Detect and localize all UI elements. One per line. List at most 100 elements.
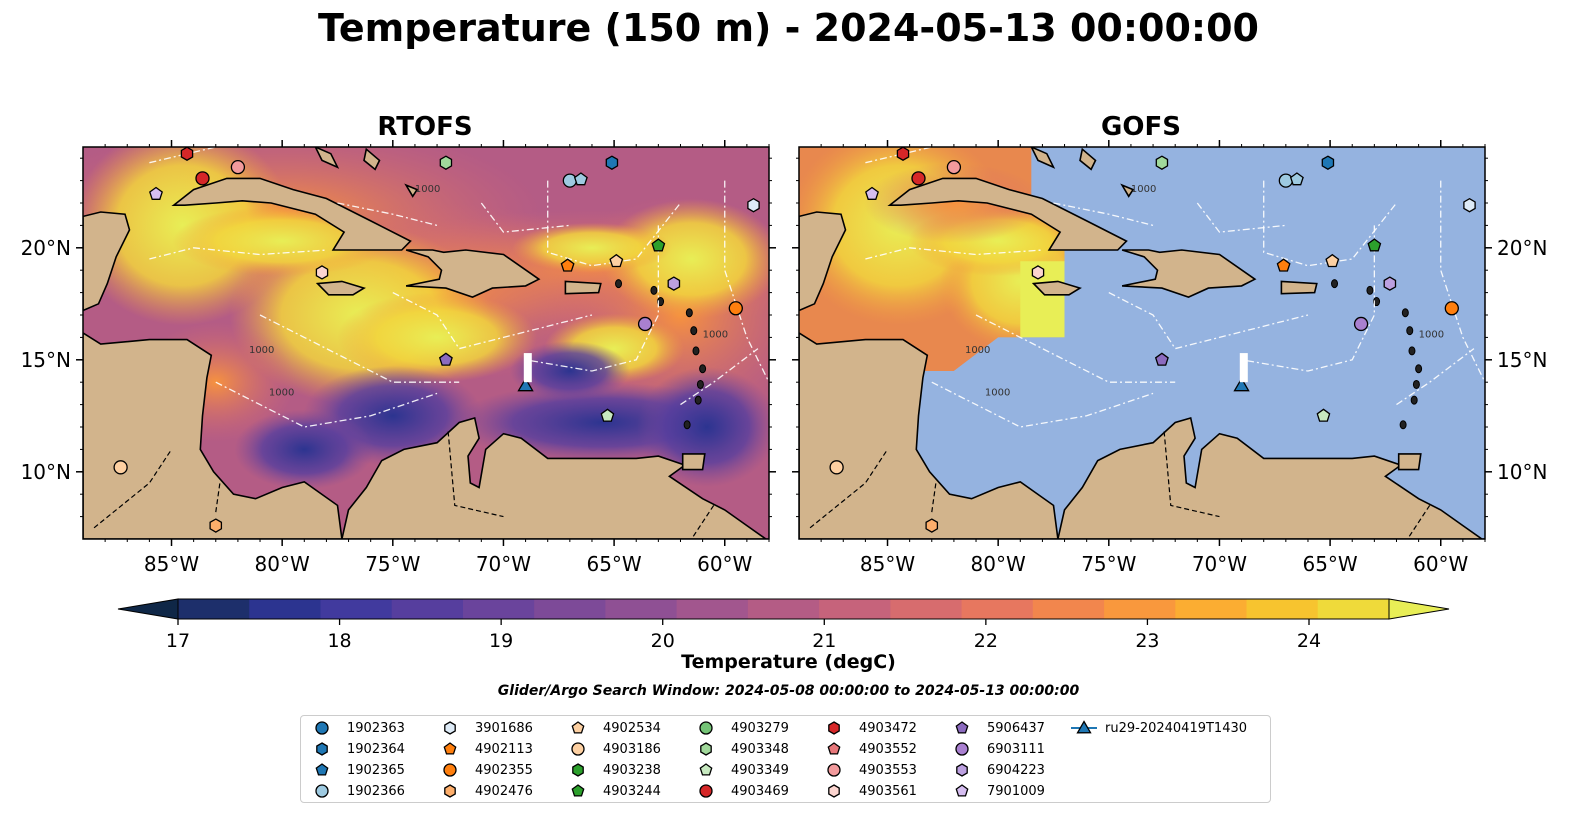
station-marker [562,173,577,188]
float-marker-icon [443,763,457,777]
legend-label: 1902364 [347,741,405,757]
station-marker [637,316,653,332]
station-marker [438,352,453,366]
figure-title: Temperature (150 m) - 2024-05-13 00:00:0… [317,6,1259,50]
legend-item: 1902366 [313,781,405,801]
float-marker-icon [699,763,713,776]
station-marker [1325,253,1340,268]
station-marker [195,171,210,186]
legend-label: 4903279 [731,720,789,736]
legend: 1902363 1902364 1902365 1902366 3901686 49021… [300,715,1271,803]
legend-item: 1902363 [313,718,405,738]
contour-label: 1000 [1131,184,1156,195]
legend-item: 4903279 [697,718,789,738]
station-marker [1154,352,1169,366]
legend-label: 4903348 [731,741,789,757]
legend-label: 1902363 [347,720,405,736]
colorbar-tick-label: 17 [166,630,190,652]
map-panels: 1000 1000 1000 1000 1000 1000 1000 1000 85°W 80… [21,140,1547,576]
lon-tick-label: 70°W [1192,552,1247,576]
lon-tick-label: 80°W [971,552,1026,576]
legend-label: 4903186 [603,741,661,757]
colorbar-tick-label: 23 [1135,630,1159,652]
float-marker-icon [828,721,840,735]
float-marker-icon [444,784,456,798]
station-marker [180,147,194,161]
station-marker [747,197,760,213]
gofs-axes: 85°W 80°W 75°W 70°W 65°W 60°W 20°N 15°N 10°N [792,140,1547,576]
panel-title-gofs: GOFS [1101,112,1181,142]
lon-tick-label: 65°W [586,552,641,576]
lon-tick-label: 80°W [255,552,310,576]
station-marker [1233,377,1250,392]
lat-tick-label: 15°N [1497,348,1547,372]
station-marker [1316,408,1331,422]
station-marker [209,518,223,533]
lat-tick-label: 10°N [1497,460,1547,484]
station-marker [1444,301,1459,316]
legend-item: 1902364 [313,739,405,759]
float-marker-icon [315,784,329,798]
legend-label: 4902113 [475,741,533,757]
station-marker [149,186,163,200]
float-marker-icon [827,763,841,777]
legend-label: 4903469 [731,783,789,799]
float-marker-icon [699,784,713,798]
legend-label: 1902365 [347,762,405,778]
legend-item: 4902534 [569,718,661,738]
colorbar-tick-label: 20 [651,630,675,652]
legend-label: 5906437 [987,720,1045,736]
legend-item: 7901009 [953,781,1045,801]
legend-item: 4903472 [825,718,917,738]
float-marker-icon [571,784,585,797]
station-marker [911,171,926,186]
rtofs-map: 1000 1000 1000 1000 [83,147,769,539]
legend-item: 4903469 [697,781,789,801]
float-marker-icon [315,721,329,735]
legend-label: 4903552 [859,741,917,757]
station-marker [1463,197,1476,213]
station-marker [113,460,128,475]
legend-item: 6903111 [953,739,1045,759]
float-marker-icon [443,742,457,755]
lat-tick-label: 20°N [21,236,71,260]
panel-title-rtofs: RTOFS [377,112,473,142]
rtofs-axes: 85°W 80°W 75°W 70°W 65°W 60°W 20°N 15°N 10°N [21,140,776,576]
legend-item: 4903561 [825,781,917,801]
search-window-text: Glider/Argo Search Window: 2024-05-08 00… [497,683,1080,699]
station-marker [609,253,624,268]
legend-label: 4903472 [859,720,917,736]
legend-item: 4903244 [569,781,661,801]
lon-tick-label: 60°W [697,552,752,576]
legend-item: 1902365 [313,760,405,780]
legend-item: 4902476 [441,781,533,801]
station-marker [1383,276,1397,291]
legend-label: 4902355 [475,762,533,778]
lon-tick-label: 70°W [476,552,531,576]
legend-label: 4903561 [859,783,917,799]
float-marker-icon [955,742,969,756]
contour-label: 1000 [985,388,1010,399]
glider-track-icon [1071,720,1097,734]
contour-label: 1000 [703,329,728,340]
legend-label: 7901009 [987,783,1045,799]
station-marker [600,408,615,422]
legend-item: 4903553 [825,760,917,780]
station-marker [667,276,681,291]
legend-label: 4903349 [731,762,789,778]
contour-label: 1000 [415,184,440,195]
station-marker [1278,173,1293,188]
float-marker-icon [827,742,841,755]
colorbar-tick-label: 24 [1297,630,1321,652]
float-marker-icon [316,742,328,756]
station-marker [1353,316,1369,332]
colorbar-tick-label: 21 [812,630,836,652]
contour-label: 1000 [1419,329,1444,340]
float-marker-icon [315,763,329,776]
legend-item: 5906437 [953,718,1045,738]
station-marker [1367,238,1382,252]
float-marker-icon [955,721,969,734]
legend-label: 1902366 [347,783,405,799]
legend-item: 4903348 [697,739,789,759]
lon-tick-label: 85°W [144,552,199,576]
